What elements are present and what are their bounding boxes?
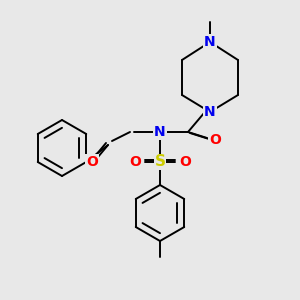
- Text: N: N: [204, 35, 216, 49]
- Text: S: S: [154, 154, 166, 169]
- Text: N: N: [154, 125, 166, 139]
- Text: O: O: [179, 155, 191, 169]
- Text: O: O: [209, 133, 221, 147]
- Text: O: O: [129, 155, 141, 169]
- Text: O: O: [86, 155, 98, 169]
- Text: N: N: [204, 105, 216, 119]
